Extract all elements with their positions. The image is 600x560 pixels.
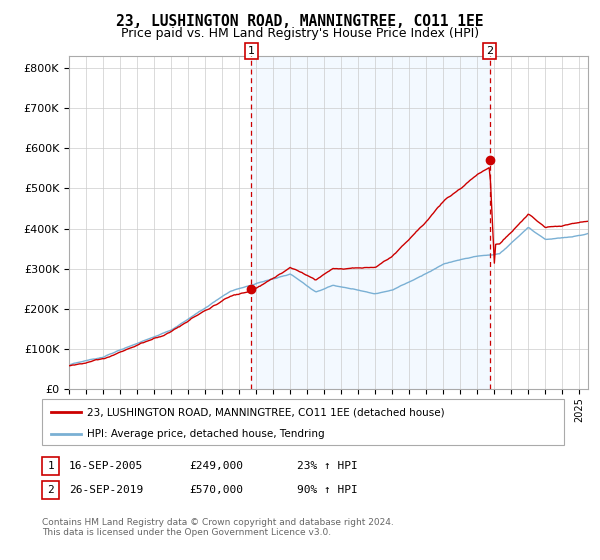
- Text: Price paid vs. HM Land Registry's House Price Index (HPI): Price paid vs. HM Land Registry's House …: [121, 27, 479, 40]
- Text: HPI: Average price, detached house, Tendring: HPI: Average price, detached house, Tend…: [87, 429, 325, 438]
- Bar: [251, 56, 490, 389]
- Text: 1: 1: [47, 461, 54, 471]
- Text: 1: 1: [248, 46, 255, 56]
- Text: 23, LUSHINGTON ROAD, MANNINGTREE, CO11 1EE: 23, LUSHINGTON ROAD, MANNINGTREE, CO11 1…: [116, 14, 484, 29]
- Text: 23% ↑ HPI: 23% ↑ HPI: [297, 461, 358, 471]
- Text: Contains HM Land Registry data © Crown copyright and database right 2024.
This d: Contains HM Land Registry data © Crown c…: [42, 518, 394, 538]
- Text: £249,000: £249,000: [189, 461, 243, 471]
- Text: £570,000: £570,000: [189, 485, 243, 495]
- Text: 26-SEP-2019: 26-SEP-2019: [69, 485, 143, 495]
- Text: 16-SEP-2005: 16-SEP-2005: [69, 461, 143, 471]
- Text: 2: 2: [47, 485, 54, 495]
- Text: 23, LUSHINGTON ROAD, MANNINGTREE, CO11 1EE (detached house): 23, LUSHINGTON ROAD, MANNINGTREE, CO11 1…: [87, 407, 445, 417]
- Text: 90% ↑ HPI: 90% ↑ HPI: [297, 485, 358, 495]
- Text: 2: 2: [486, 46, 493, 56]
